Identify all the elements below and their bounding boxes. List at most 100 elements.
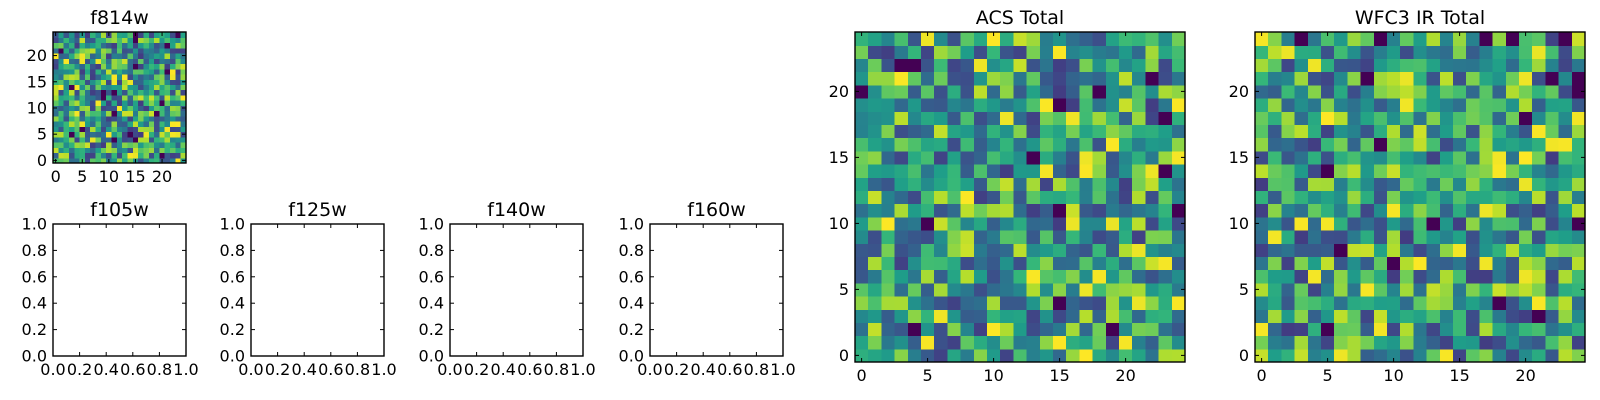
heatmap-cell xyxy=(1145,32,1160,46)
heatmap-cell xyxy=(1281,203,1296,218)
heatmap-cell xyxy=(1321,150,1335,165)
heatmap-cell xyxy=(164,105,171,112)
heatmap-cell xyxy=(1360,84,1375,99)
heatmap-cell xyxy=(1255,150,1269,165)
heatmap-cell xyxy=(1479,98,1494,112)
heatmap-cell xyxy=(95,52,102,59)
heatmap-cell xyxy=(1145,71,1160,86)
heatmap-cell xyxy=(1013,58,1028,73)
heatmap-cell xyxy=(1255,309,1269,323)
heatmap-cell xyxy=(1466,256,1480,271)
heatmap-cell xyxy=(1281,137,1296,152)
heatmap-cell xyxy=(175,152,182,159)
heatmap-cell xyxy=(1066,348,1080,363)
heatmap-cell xyxy=(921,269,935,284)
heatmap-cell xyxy=(84,32,91,38)
x-tick-label: 5 xyxy=(1323,366,1333,385)
heatmap-cell xyxy=(1519,32,1533,46)
heatmap-cell xyxy=(1532,282,1546,297)
heatmap-cell xyxy=(1571,243,1586,257)
heatmap-cell xyxy=(1321,282,1335,297)
heatmap-cell xyxy=(1334,32,1348,46)
heatmap-cell xyxy=(1171,150,1186,165)
heatmap-cell xyxy=(1426,216,1441,231)
heatmap-cell xyxy=(894,256,909,271)
heatmap-cell xyxy=(1387,309,1401,323)
heatmap-cell xyxy=(1026,150,1041,165)
heatmap-cell xyxy=(1145,84,1160,99)
heatmap-cell xyxy=(934,150,948,165)
heatmap-cell xyxy=(1321,348,1335,363)
heatmap-cell xyxy=(95,84,102,91)
heatmap-cell xyxy=(1307,348,1322,363)
heatmap-cell xyxy=(987,45,1001,59)
heatmap-cell xyxy=(58,58,65,65)
y-tick-label: 0.8 xyxy=(22,241,47,260)
heatmap-cell xyxy=(868,335,882,350)
heatmap-cell xyxy=(1255,190,1269,205)
heatmap-cell xyxy=(855,98,869,112)
heatmap-cell xyxy=(1158,230,1173,244)
y-tick-label: 0.0 xyxy=(22,347,47,366)
heatmap-cell xyxy=(132,52,139,59)
heatmap-cell xyxy=(1545,230,1560,244)
heatmap-cell xyxy=(127,147,134,154)
heatmap-cell xyxy=(159,131,166,138)
heatmap-cell xyxy=(1000,203,1014,218)
heatmap-cell xyxy=(63,32,70,38)
heatmap-cell xyxy=(53,115,59,122)
heatmap-cell xyxy=(1571,45,1586,59)
heatmap-cell xyxy=(68,142,75,148)
heatmap-cell xyxy=(164,73,171,80)
heatmap-cell xyxy=(1026,177,1041,191)
heatmap-cell xyxy=(1132,98,1146,112)
heatmap-cell xyxy=(1519,296,1533,310)
heatmap-cell xyxy=(122,105,129,112)
heatmap-cell xyxy=(1426,124,1441,139)
heatmap-cell xyxy=(987,32,1001,46)
panel-title: f814w xyxy=(90,7,149,29)
heatmap-cell xyxy=(111,136,118,143)
heatmap-cell xyxy=(1519,309,1533,323)
x-tick-label: 1.0 xyxy=(173,360,198,379)
heatmap-cell xyxy=(1092,335,1107,350)
heatmap-cell xyxy=(1092,71,1107,86)
heatmap-cell xyxy=(148,37,155,44)
heatmap-cell xyxy=(1281,282,1296,297)
heatmap-cell xyxy=(90,147,97,154)
heatmap-cell xyxy=(907,243,922,257)
heatmap-cell xyxy=(1268,216,1282,231)
heatmap-cell xyxy=(1079,216,1094,231)
heatmap-cell xyxy=(1334,84,1348,99)
heatmap-cell xyxy=(1105,137,1120,152)
heatmap-cell xyxy=(1519,256,1533,271)
heatmap-cell xyxy=(1119,296,1133,310)
heatmap-cell xyxy=(79,142,86,148)
heatmap-cell xyxy=(84,37,91,44)
heatmap-cell xyxy=(100,100,107,106)
heatmap-cell xyxy=(170,121,176,127)
heatmap-cell xyxy=(1307,98,1322,112)
heatmap-cell xyxy=(1294,230,1309,244)
heatmap-cell xyxy=(1294,348,1309,363)
heatmap-cell xyxy=(1105,71,1120,86)
heatmap-cell xyxy=(855,177,869,191)
heatmap-cell xyxy=(1039,309,1054,323)
heatmap-cell xyxy=(170,115,176,122)
heatmap-cell xyxy=(175,147,182,154)
heatmap-cell xyxy=(154,142,160,148)
heatmap-cell xyxy=(894,84,909,99)
heatmap-cell xyxy=(159,52,166,59)
heatmap-cell xyxy=(1426,335,1441,350)
heatmap-cell xyxy=(1105,98,1120,112)
heatmap-cell xyxy=(1079,203,1094,218)
heatmap-cell xyxy=(1119,230,1133,244)
heatmap-cell xyxy=(1347,150,1362,165)
heatmap-cell xyxy=(100,47,107,54)
x-tick-label: 5 xyxy=(923,366,933,385)
heatmap-cell xyxy=(111,110,118,117)
heatmap-cell xyxy=(143,105,150,112)
heatmap-cell xyxy=(1347,58,1362,73)
heatmap-cell xyxy=(1307,335,1322,350)
heatmap-cell xyxy=(79,110,86,117)
